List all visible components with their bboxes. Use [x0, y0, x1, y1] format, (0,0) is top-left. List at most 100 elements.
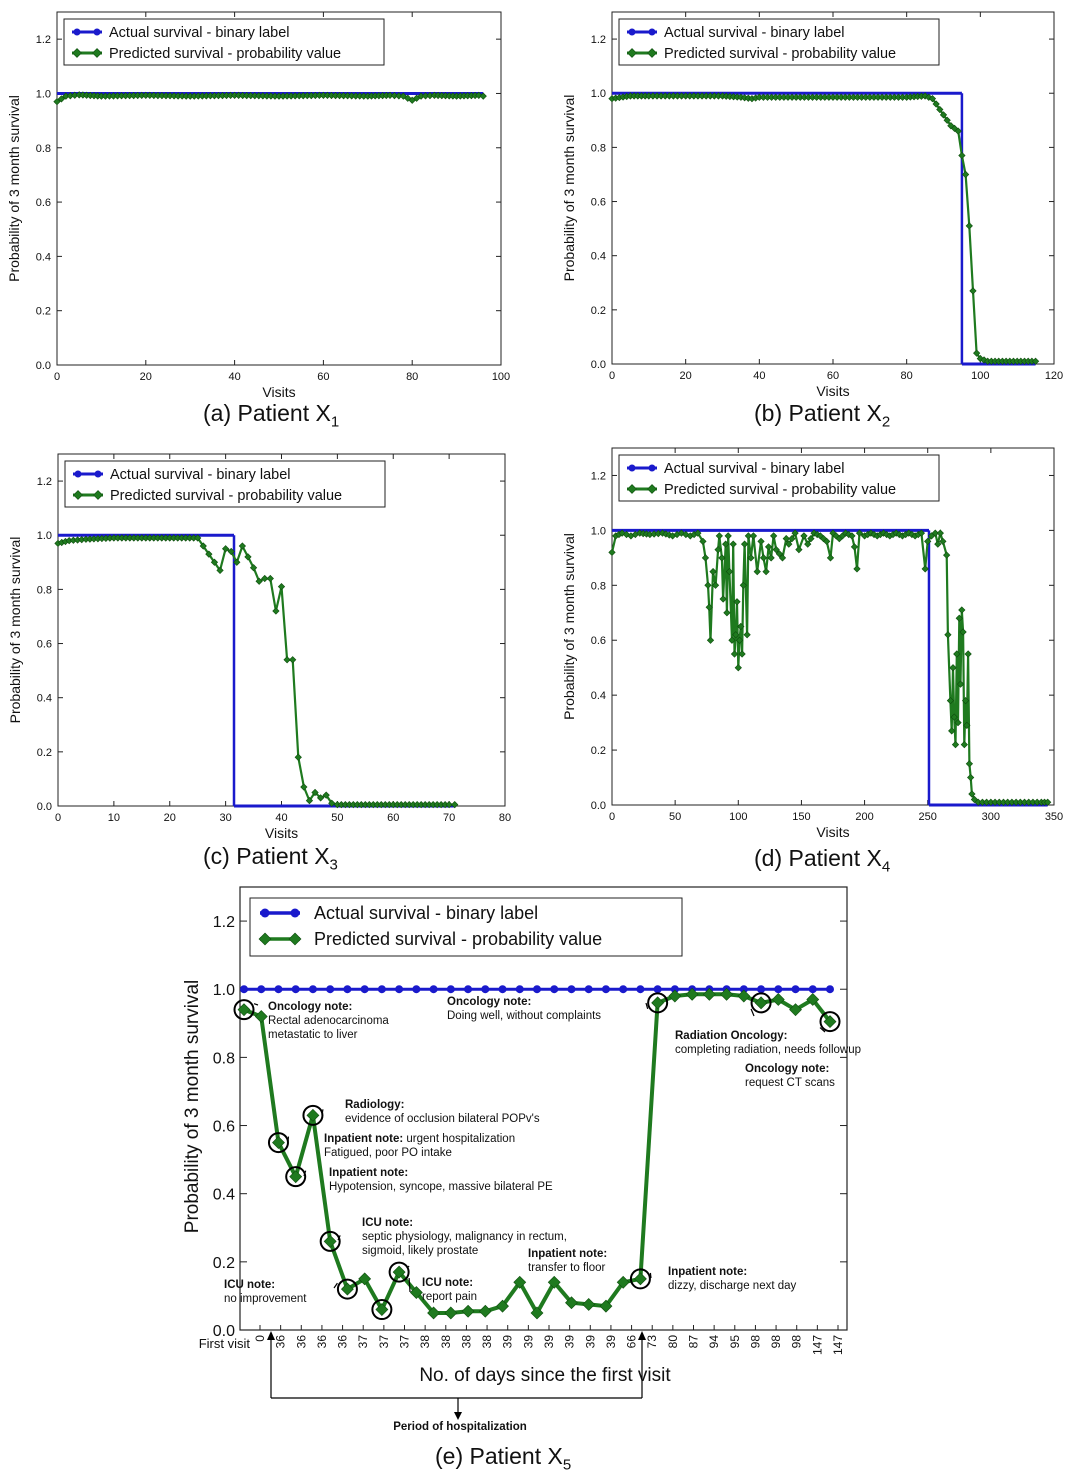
actual-marker — [343, 985, 351, 993]
actual-marker — [619, 985, 627, 993]
actual-marker — [309, 985, 317, 993]
y-axis-label: Probability of 3 month survival — [7, 537, 23, 724]
x-tick-label: 38 — [459, 1335, 473, 1349]
actual-marker — [292, 985, 300, 993]
x-tick-label: 300 — [982, 811, 1000, 823]
x-tick-label: 0 — [54, 371, 60, 383]
x-tick-label: 98 — [769, 1335, 783, 1349]
first-visit-label: First visit — [199, 1336, 251, 1351]
actual-marker — [326, 985, 334, 993]
actual-marker — [792, 985, 800, 993]
annotation-title: Inpatient note: urgent hospitalization — [324, 1133, 515, 1145]
annotation-line: transfer to floor — [528, 1262, 606, 1274]
legend-predicted-label: Predicted survival - probability value — [110, 488, 342, 504]
x-tick-label: 147 — [831, 1335, 845, 1355]
y-tick-label: 0.0 — [591, 359, 606, 371]
legend-actual-label: Actual survival - binary label — [109, 25, 290, 41]
x-tick-label: 120 — [1045, 370, 1063, 382]
x-tick-label: 150 — [792, 811, 810, 823]
x-tick-label: 250 — [919, 811, 937, 823]
legend-actual-marker — [629, 29, 636, 36]
legend-actual-marker — [649, 465, 656, 472]
y-tick-label: 0.8 — [37, 584, 52, 596]
actual-marker — [585, 985, 593, 993]
actual-marker — [567, 985, 575, 993]
x-tick-label: 147 — [810, 1335, 824, 1355]
actual-marker — [550, 985, 558, 993]
y-tick-label: 0.2 — [36, 306, 51, 318]
y-tick-label: 0.0 — [591, 800, 606, 812]
x-tick-label: 37 — [398, 1335, 412, 1349]
y-tick-label: 1.0 — [213, 982, 235, 999]
y-tick-label: 1.0 — [591, 525, 606, 537]
actual-marker — [361, 985, 369, 993]
actual-marker — [654, 985, 662, 993]
x-tick-label: 40 — [228, 371, 240, 383]
annotation-title: Inpatient note: — [668, 1266, 747, 1278]
actual-marker — [774, 985, 782, 993]
actual-marker — [499, 985, 507, 993]
y-tick-label: 0.0 — [36, 360, 51, 372]
x-tick-label: 98 — [790, 1335, 804, 1349]
y-axis-label: Probability of 3 month survival — [182, 980, 203, 1233]
x-tick-label: 350 — [1045, 811, 1063, 823]
actual-marker — [533, 985, 541, 993]
y-tick-label: 0.8 — [591, 142, 606, 154]
legend-actual-marker — [95, 471, 102, 478]
x-tick-label: 39 — [563, 1335, 577, 1349]
y-tick-label: 0.4 — [213, 1187, 235, 1204]
annotation-line: sigmoid, likely prostate — [362, 1245, 478, 1257]
annotation-line: Fatigued, poor PO intake — [324, 1147, 452, 1159]
caption-a: (a) Patient X1 — [203, 400, 339, 431]
x-axis-label: Visits — [816, 383, 849, 399]
x-tick-label: 0 — [609, 811, 615, 823]
legend: Actual survival - binary labelPredicted … — [619, 455, 939, 501]
actual-marker — [516, 985, 524, 993]
x-tick-label: 50 — [331, 812, 343, 824]
x-tick-label: 36 — [315, 1335, 329, 1349]
caption-d: (d) Patient X4 — [754, 845, 890, 876]
annotation-title: Oncology note: — [745, 1063, 829, 1075]
caption-c: (c) Patient X3 — [203, 843, 338, 874]
y-tick-label: 1.0 — [36, 88, 51, 100]
x-tick-label: 80 — [901, 370, 913, 382]
y-tick-label: 1.0 — [37, 530, 52, 542]
legend-predicted-label: Predicted survival - probability value — [314, 929, 602, 949]
annotation-title: ICU note: — [224, 1279, 275, 1291]
y-tick-label: 1.2 — [591, 470, 606, 482]
legend: Actual survival - binary labelPredicted … — [250, 898, 682, 956]
y-tick-label: 0.4 — [37, 693, 52, 705]
x-tick-label: 20 — [164, 812, 176, 824]
y-tick-label: 1.2 — [37, 476, 52, 488]
x-tick-label: 50 — [669, 811, 681, 823]
actual-marker — [447, 985, 455, 993]
y-tick-label: 0.8 — [213, 1050, 235, 1067]
x-axis-label: No. of days since the first visit — [419, 1365, 671, 1386]
y-tick-label: 0.4 — [591, 690, 606, 702]
x-tick-label: 95 — [728, 1335, 742, 1349]
y-tick-label: 0.2 — [591, 745, 606, 757]
legend-actual-marker — [649, 29, 656, 36]
actual-marker — [757, 985, 765, 993]
y-axis-label: Probability of 3 month survival — [561, 95, 577, 282]
actual-marker — [826, 985, 834, 993]
legend: Actual survival - binary labelPredicted … — [64, 19, 384, 65]
x-tick-label: 200 — [855, 811, 873, 823]
x-tick-label: 60 — [827, 370, 839, 382]
annotation-line: no improvement — [224, 1293, 307, 1305]
y-tick-label: 0.6 — [37, 639, 52, 651]
y-tick-label: 0.6 — [591, 197, 606, 209]
annotation-title: ICU note: — [422, 1277, 473, 1289]
actual-marker — [636, 985, 644, 993]
legend-actual-label: Actual survival - binary label — [110, 467, 291, 483]
y-tick-label: 0.6 — [591, 635, 606, 647]
y-tick-label: 0.6 — [36, 197, 51, 209]
actual-marker — [378, 985, 386, 993]
legend-actual-marker — [74, 29, 81, 36]
x-tick-label: 0 — [609, 370, 615, 382]
annotation-line: evidence of occlusion bilateral POPv's — [345, 1113, 540, 1125]
x-axis-label: Visits — [262, 384, 295, 400]
